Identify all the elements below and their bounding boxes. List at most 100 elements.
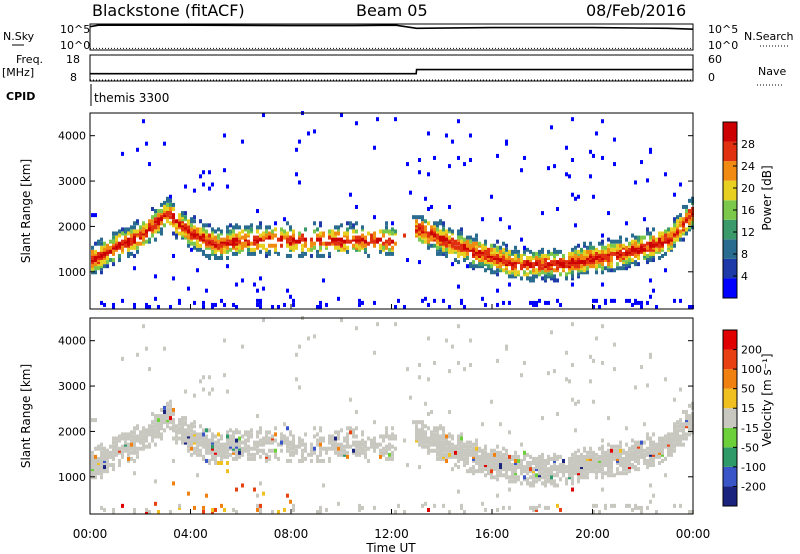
power-cell [496, 253, 499, 258]
power-cell [445, 133, 448, 138]
velocity-cell [160, 416, 163, 421]
velocity-cell [253, 440, 256, 445]
power-cell [448, 204, 451, 209]
velocity-cell [577, 469, 580, 474]
power-cell [670, 233, 673, 238]
velocity-cell [373, 420, 376, 425]
velocity-cell [253, 456, 256, 461]
power-cell [526, 274, 529, 279]
power-cell [592, 245, 595, 250]
velocity-cell [526, 481, 529, 486]
power-cell [424, 296, 427, 301]
power-cell [178, 231, 181, 236]
velocity-cell [523, 477, 526, 482]
velocity-cell [94, 458, 97, 463]
velocity-cell [505, 465, 508, 470]
velocity-cell [568, 463, 571, 468]
power-cell [169, 202, 172, 207]
power-cell [154, 217, 157, 222]
velocity-cell [505, 456, 508, 461]
power-cell [121, 249, 124, 254]
power-cell [112, 231, 115, 236]
velocity-cell [220, 503, 223, 508]
velocity-cell [640, 440, 643, 445]
velocity-cell [97, 465, 100, 470]
velocity-cell [682, 436, 685, 441]
power-cell [226, 256, 229, 260]
power-cell [685, 209, 688, 214]
power-cell [280, 243, 283, 248]
power-cell [499, 249, 502, 254]
power-cell [208, 235, 211, 240]
power-cell [502, 241, 505, 246]
velocity-cell [412, 420, 415, 425]
power-cell [301, 249, 304, 254]
velocity-cell [472, 465, 475, 470]
power-cell [184, 225, 187, 230]
velocity-cell [238, 446, 241, 451]
velocity-cell [430, 436, 433, 441]
velocity-cell [466, 444, 469, 449]
power-cell [127, 241, 130, 246]
power-cell [259, 221, 262, 226]
velocity-cell [631, 456, 634, 461]
power-cell [487, 249, 490, 254]
noise-tick-bottom-right: 10^0 [708, 39, 738, 52]
power-cell [418, 231, 421, 236]
power-cell [289, 245, 292, 250]
velocity-cell [688, 432, 691, 437]
power-cell [595, 258, 598, 263]
power-cell [616, 243, 619, 248]
power-cell [139, 235, 142, 240]
power-cell [673, 229, 676, 234]
power-cell [574, 258, 577, 263]
velocity-cell [673, 428, 676, 433]
power-cell [598, 253, 601, 258]
velocity-cell [226, 461, 229, 465]
power-cell [253, 235, 256, 240]
velocity-cell [484, 461, 487, 465]
velocity-cell [463, 510, 466, 514]
velocity-cell [238, 440, 241, 445]
power-cell [193, 300, 196, 305]
power-cell [469, 262, 472, 267]
velocity-cell [685, 424, 688, 429]
power-cell [340, 241, 343, 246]
velocity-cell [556, 412, 559, 416]
velocity-cell [271, 510, 274, 514]
velocity-cell [580, 458, 583, 463]
power-cell [301, 237, 304, 242]
velocity-cell [151, 420, 154, 425]
power-cell [514, 260, 517, 265]
velocity-cell [139, 432, 142, 437]
power-cell [484, 262, 487, 267]
power-cell [571, 274, 574, 279]
velocity-cell [118, 450, 121, 455]
velocity-cell [613, 342, 616, 347]
velocity-cell [142, 430, 145, 435]
power-cell [229, 223, 232, 228]
velocity-cell [325, 448, 328, 453]
velocity-cell [160, 414, 163, 419]
power-cell [529, 300, 532, 305]
velocity-cell [625, 456, 628, 461]
velocity-cell [571, 465, 574, 470]
power-cell [166, 215, 169, 220]
velocity-cell [514, 467, 517, 472]
power-cell [625, 298, 628, 303]
radar-title: Blackstone (fitACF) [92, 1, 245, 20]
power-cell [181, 235, 184, 240]
power-cell [331, 241, 334, 246]
velocity-cell [151, 438, 154, 443]
power-cell [607, 249, 610, 254]
power-cell [223, 168, 226, 173]
velocity-cell [445, 338, 448, 343]
power-cell [610, 264, 613, 269]
velocity-cell [676, 434, 679, 439]
velocity-cell [328, 434, 331, 439]
power-cell [361, 245, 364, 250]
velocity-cell [286, 444, 289, 449]
velocity-cell [523, 454, 526, 459]
velocity-cell [127, 458, 130, 463]
power-cell [544, 264, 547, 269]
